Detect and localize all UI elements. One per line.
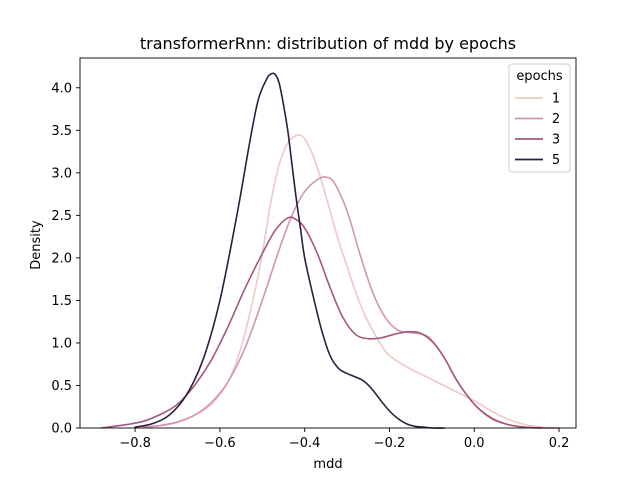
y-tick-label: 2.5 [51,209,72,224]
y-tick-label: 2.0 [51,251,72,266]
y-tick-label: 1.5 [51,294,72,309]
x-tick-label: −0.6 [204,436,236,451]
x-tick-label: −0.8 [119,436,151,451]
x-tick-label: −0.2 [374,436,406,451]
x-tick-label: 0.2 [549,436,570,451]
series-line-1 [142,133,560,429]
series-line-5 [134,72,446,429]
legend: epochs 1 2 3 5 [508,63,571,173]
legend-label-3: 3 [552,133,560,148]
x-tick-label: 0.0 [464,436,485,451]
legend-label-5: 5 [552,153,560,168]
plot-frame [79,57,577,429]
x-tick-label: −0.4 [289,436,321,451]
series-line-2 [142,176,560,429]
y-tick-label: 0.0 [51,422,72,437]
x-axis: −0.8 −0.6 −0.4 −0.2 0.0 0.2 [119,428,569,451]
legend-label-2: 2 [552,112,560,127]
y-tick-label: 4.0 [51,81,72,96]
series-line-3 [100,216,543,429]
y-axis: 0.0 0.5 1.0 1.5 2.0 2.5 3.0 3.5 4.0 [51,81,80,437]
legend-title: epochs [516,69,563,84]
y-tick-label: 0.5 [51,379,72,394]
chart-title: transformerRnn: distribution of mdd by e… [140,34,516,53]
legend-label-1: 1 [552,92,560,107]
plot-area [79,57,577,429]
y-axis-label: Density [29,220,44,270]
y-tick-label: 3.5 [51,124,72,139]
x-axis-label: mdd [313,457,342,472]
y-tick-label: 3.0 [51,166,72,181]
y-tick-label: 1.0 [51,336,72,351]
